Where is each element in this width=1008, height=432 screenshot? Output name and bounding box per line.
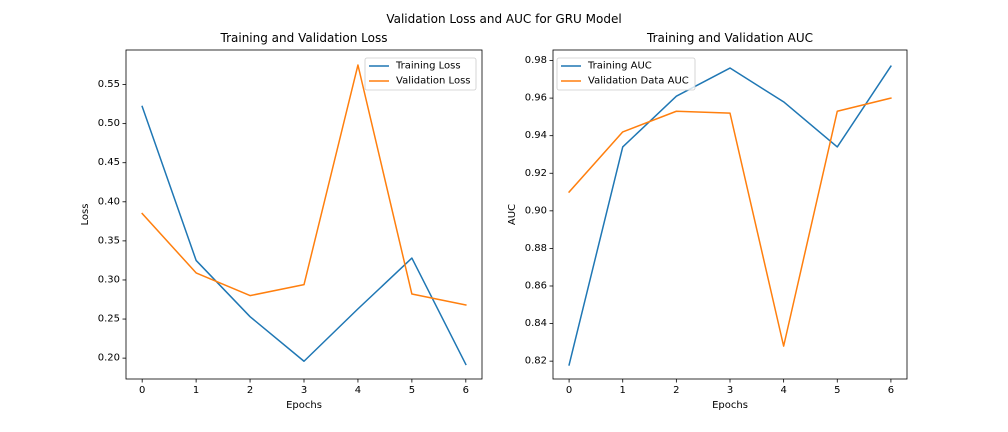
legend: Training AUC Validation Data AUC xyxy=(556,57,696,91)
x-tick-label: 4 xyxy=(780,385,786,396)
auc-chart: Training and Validation AUC 0 1 2 3 4 5 6 0.82 0.… xyxy=(507,31,908,411)
series-line-2 xyxy=(568,97,892,347)
y-axis-label: Loss xyxy=(80,204,91,226)
x-tick-label: 1 xyxy=(193,385,199,396)
legend-label: Training AUC xyxy=(587,61,652,72)
x-tick-label: 3 xyxy=(727,385,733,396)
series-line-2 xyxy=(141,64,467,306)
series-line-1 xyxy=(141,105,467,366)
y-tick-label: 0.98 xyxy=(525,55,547,66)
chart-title: Training and Validation Loss xyxy=(220,31,388,45)
y-tick-label: 0.25 xyxy=(98,314,120,325)
y-tick-label: 0.55 xyxy=(98,79,120,90)
y-tick-label: 0.86 xyxy=(525,280,547,291)
y-tick-label: 0.45 xyxy=(98,157,120,168)
x-tick-label: 2 xyxy=(247,385,253,396)
x-tick-label: 0 xyxy=(139,385,145,396)
y-tick-label: 0.92 xyxy=(525,168,547,179)
series-line-1 xyxy=(568,65,892,366)
x-tick-label: 0 xyxy=(566,385,572,396)
y-tick-label: 0.20 xyxy=(98,353,120,364)
legend-label: Training Loss xyxy=(395,61,461,72)
legend-label: Validation Data AUC xyxy=(588,76,689,87)
legend-label: Validation Loss xyxy=(396,76,471,87)
legend-box xyxy=(556,57,696,91)
x-tick-label: 5 xyxy=(834,385,840,396)
x-axis-label: Epochs xyxy=(712,400,748,411)
y-tick-label: 0.84 xyxy=(525,318,547,329)
loss-chart: Training and Validation Loss 0 1 2 3 4 5 6 0.20 0… xyxy=(80,31,483,411)
x-tick-label: 6 xyxy=(463,385,469,396)
x-tick-label: 2 xyxy=(673,385,679,396)
y-tick-label: 0.35 xyxy=(98,235,120,246)
x-axis-label: Epochs xyxy=(286,400,322,411)
figure-title: Validation Loss and AUC for GRU Model xyxy=(386,12,621,26)
y-tick-label: 0.90 xyxy=(525,205,547,216)
y-tick-label: 0.82 xyxy=(525,356,547,367)
legend: Training Loss Validation Loss xyxy=(364,57,477,91)
y-axis-label: AUC xyxy=(507,204,518,225)
y-tick-label: 0.50 xyxy=(98,118,120,129)
x-tick-label: 1 xyxy=(620,385,626,396)
y-tick-label: 0.40 xyxy=(98,196,120,207)
x-tick-label: 5 xyxy=(409,385,415,396)
y-tick-label: 0.96 xyxy=(525,93,547,104)
y-tick-label: 0.88 xyxy=(525,243,547,254)
chart-title: Training and Validation AUC xyxy=(646,31,813,45)
x-tick-label: 3 xyxy=(301,385,307,396)
legend-box xyxy=(364,57,477,91)
y-tick-label: 0.30 xyxy=(98,274,120,285)
x-tick-label: 4 xyxy=(355,385,361,396)
x-tick-label: 6 xyxy=(888,385,894,396)
y-tick-label: 0.94 xyxy=(525,130,547,141)
